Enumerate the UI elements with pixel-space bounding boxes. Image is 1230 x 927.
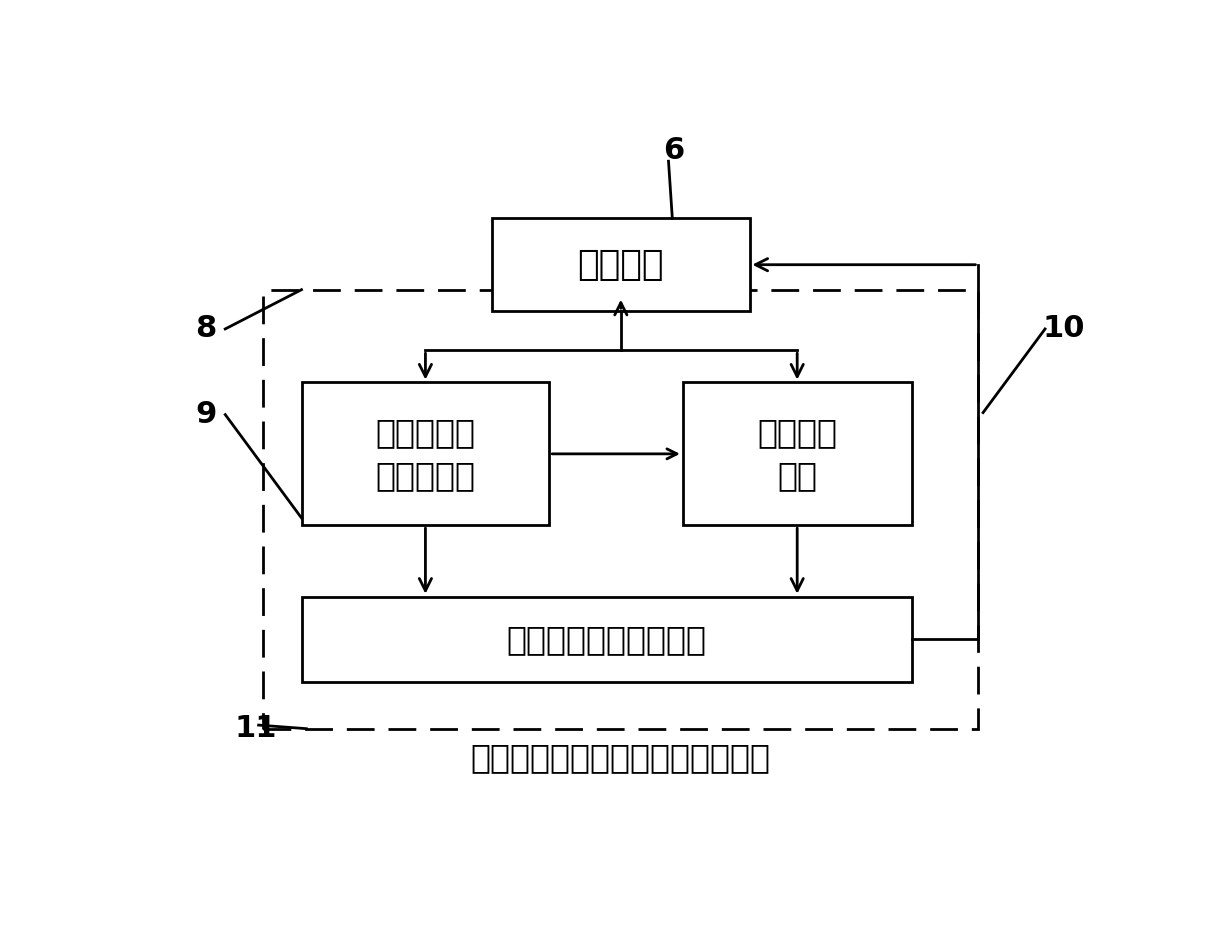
Text: 6: 6 bbox=[663, 136, 684, 165]
Bar bbox=[263, 290, 978, 729]
Text: 能耗计算
模块: 能耗计算 模块 bbox=[758, 415, 838, 492]
Text: 9: 9 bbox=[196, 400, 216, 429]
Bar bbox=[301, 597, 911, 682]
Bar bbox=[492, 219, 749, 311]
Text: 11: 11 bbox=[235, 714, 277, 743]
Bar bbox=[301, 383, 550, 526]
Text: 机理统计混
合建模模块: 机理统计混 合建模模块 bbox=[375, 415, 476, 492]
Text: 10: 10 bbox=[1043, 314, 1085, 343]
Bar bbox=[683, 383, 911, 526]
Text: 现场总线: 现场总线 bbox=[578, 248, 664, 282]
Text: 8: 8 bbox=[196, 314, 216, 343]
Text: 节能智能优化计算模块: 节能智能优化计算模块 bbox=[507, 623, 706, 656]
Text: 基于混合建模的节能智能优化系统: 基于混合建模的节能智能优化系统 bbox=[471, 741, 771, 774]
